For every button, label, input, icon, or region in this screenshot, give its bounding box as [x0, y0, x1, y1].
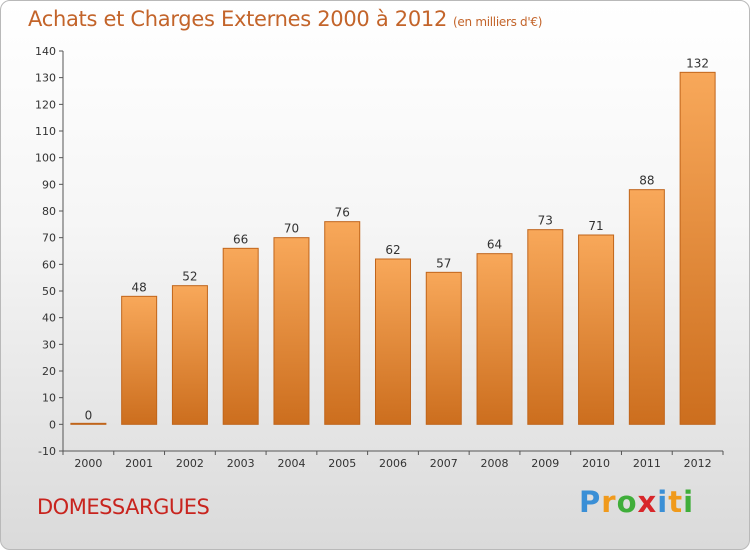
y-tick-label: 30 [42, 338, 56, 351]
commune-name: DOMESSARGUES [37, 495, 210, 519]
x-tick-label: 2008 [481, 457, 509, 470]
x-tick-label: 2007 [430, 457, 458, 470]
x-tick-label: 2012 [684, 457, 712, 470]
y-tick-label: -10 [38, 445, 56, 458]
y-tick-label: 50 [42, 285, 56, 298]
bar-value-label: 70 [284, 222, 299, 236]
x-tick-label: 2000 [74, 457, 102, 470]
chart-axes: -10 0 10 20 30 40 50 60 70 80 90 100 110 120 130 140 200… [35, 45, 724, 470]
bar [121, 295, 158, 425]
chart-bars: 0 48 52 66 70 76 62 57 64 73 71 88 132 [70, 56, 716, 425]
x-tick-label: 2002 [176, 457, 204, 470]
bar [171, 285, 208, 425]
x-tick-label: 2010 [582, 457, 610, 470]
bar-value-label: 0 [85, 408, 93, 422]
bar [476, 253, 513, 425]
bar [324, 221, 361, 425]
y-tick-label: 120 [35, 98, 56, 111]
x-tick-label: 2006 [379, 457, 407, 470]
bar-value-label: 73 [538, 214, 553, 228]
bar-value-label: 88 [639, 174, 654, 188]
bar-value-label: 66 [233, 232, 248, 246]
y-tick-label: 90 [42, 178, 56, 191]
x-tick-label: 2009 [531, 457, 559, 470]
chart-title: Achats et Charges Externes 2000 à 2012 (e… [28, 7, 542, 31]
bar-value-label: 62 [385, 243, 400, 257]
bar-value-label: 57 [436, 256, 451, 270]
bar [70, 422, 107, 425]
bar-value-label: 64 [487, 238, 502, 252]
x-tick-label: 2003 [227, 457, 255, 470]
y-tick-label: 110 [35, 125, 56, 138]
bar-value-label: 76 [335, 206, 350, 220]
bar [527, 229, 564, 425]
y-tick-label: 70 [42, 232, 56, 245]
y-tick-label: 130 [35, 72, 56, 85]
logo-letter: x [637, 485, 658, 519]
x-tick-label: 2005 [328, 457, 356, 470]
proxiti-logo: Proxiti [579, 485, 694, 519]
bar [578, 234, 615, 425]
logo-letter: o [616, 485, 638, 519]
y-tick-label: 60 [42, 258, 56, 271]
y-tick-label: 20 [42, 365, 56, 378]
bar-value-label: 71 [588, 219, 603, 233]
y-tick-label: 100 [35, 152, 56, 165]
bar-value-label: 52 [182, 270, 197, 284]
bar [628, 189, 665, 425]
chart-subtitle: (en milliers d'€) [453, 15, 543, 29]
bar [425, 271, 462, 425]
x-tick-label: 2004 [277, 457, 305, 470]
bar [375, 258, 411, 425]
bar-value-label: 132 [686, 56, 709, 70]
y-tick-label: 140 [35, 45, 56, 58]
y-tick-label: 40 [42, 312, 56, 325]
x-tick-label: 2011 [633, 457, 661, 470]
logo-letter: r [601, 485, 617, 519]
x-tick-label: 2001 [125, 457, 153, 470]
logo-letter: i [683, 485, 695, 519]
logo-letter: i [657, 485, 669, 519]
chart-title-text: Achats et Charges Externes 2000 à 2012 [28, 7, 448, 31]
y-tick-label: 0 [49, 418, 56, 431]
bar [679, 71, 716, 425]
bar [273, 237, 310, 425]
y-tick-label: 80 [42, 205, 56, 218]
logo-letter: t [668, 485, 684, 519]
y-tick-label: 10 [42, 392, 56, 405]
bar-value-label: 48 [132, 280, 147, 294]
logo-letter: P [579, 485, 602, 519]
bar [222, 247, 259, 425]
